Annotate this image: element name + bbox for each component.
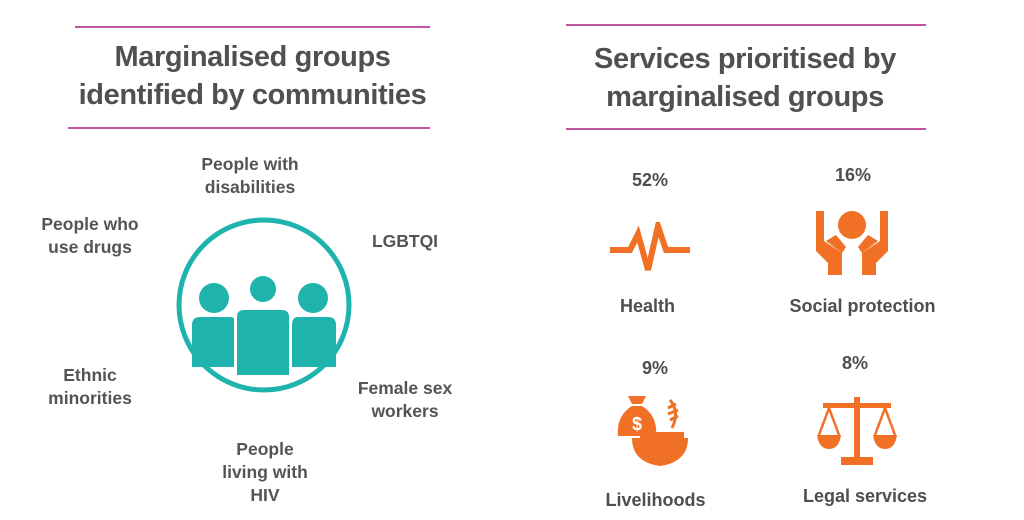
service-percent-social: 16% — [834, 165, 872, 185]
group-label-ethnic: Ethnic minorities — [48, 365, 132, 408]
svg-text:$: $ — [632, 414, 642, 434]
heartbeat-icon — [610, 222, 690, 271]
service-percent-health: 52% — [631, 170, 669, 190]
right-top-rule — [566, 24, 926, 26]
right-panel-title: Services prioritised by marginalised gro… — [594, 43, 896, 113]
group-label-drugs: People who use drugs — [41, 214, 139, 257]
service-label-legal: Legal services — [802, 486, 928, 506]
group-label-disabilities: People with disabilities — [201, 154, 299, 197]
left-panel-title: Marginalised groups identified by commun… — [78, 41, 427, 111]
right-bottom-rule — [566, 128, 926, 130]
protective-hands-icon — [816, 211, 888, 275]
group-label-lgbtqi: LGBTQI — [371, 231, 439, 251]
service-label-health: Health — [619, 296, 675, 316]
scales-icon — [817, 397, 897, 465]
service-label-livelihoods: Livelihoods — [605, 490, 706, 510]
left-top-rule — [75, 26, 430, 28]
left-bottom-rule — [68, 127, 430, 129]
money-bag-bowl-icon: $ — [617, 396, 688, 466]
service-label-social: Social protection — [789, 296, 936, 316]
people-group-icon — [176, 217, 352, 393]
group-label-sex-workers: Female sex workers — [357, 378, 453, 421]
service-percent-legal: 8% — [841, 353, 868, 373]
service-percent-livelihoods: 9% — [641, 358, 668, 378]
group-label-hiv: People living with HIV — [222, 439, 308, 505]
